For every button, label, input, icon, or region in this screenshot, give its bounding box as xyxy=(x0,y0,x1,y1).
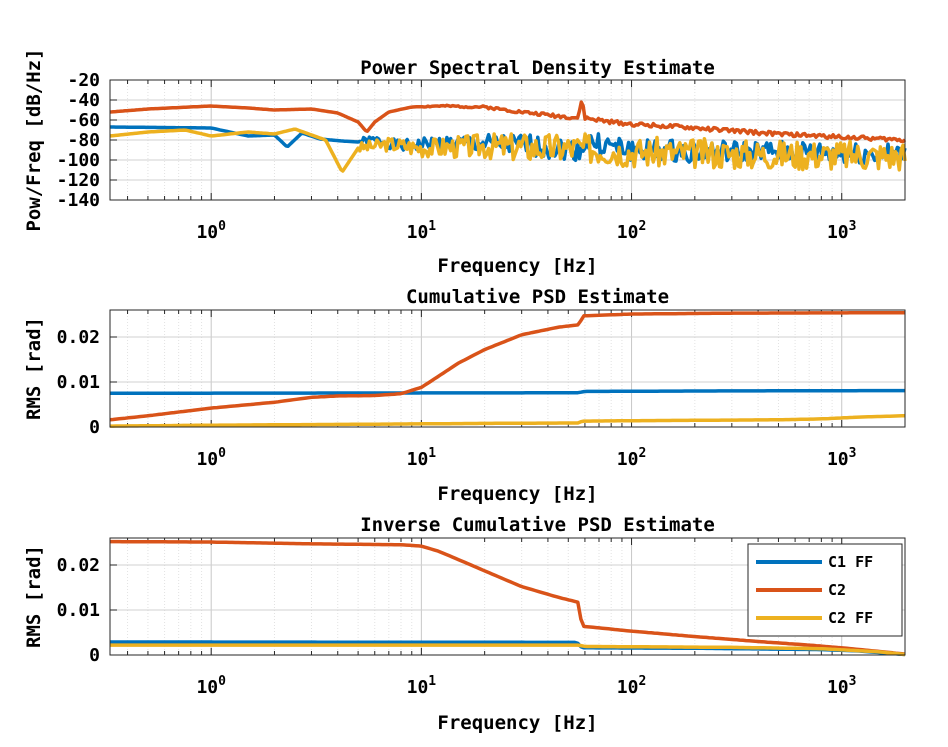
chart-panel-1: -140-120-100-80-60-40-20 100 101 102 103 Powe… xyxy=(23,48,907,277)
series-line-3 xyxy=(110,414,905,428)
chart-panel-3: 0 0.01 0.02 100 101 102 103 Inverse Cumulative … xyxy=(23,514,906,734)
x-tick-label: 102 xyxy=(617,446,647,470)
chart-title: Cumulative PSD Estimate xyxy=(406,286,669,308)
y-tick-label: 0.01 xyxy=(57,600,100,621)
y-tick-label: -20 xyxy=(67,70,100,91)
x-tick-label: 100 xyxy=(196,219,226,243)
legend-label: C2 xyxy=(828,581,846,599)
series-line-2 xyxy=(110,539,906,656)
y-tick-label: 0.02 xyxy=(57,327,100,348)
y-tick-label: -40 xyxy=(67,90,100,111)
axes-frame xyxy=(109,79,906,201)
legend-label: C1 FF xyxy=(828,553,873,571)
chart-panel-2: 0 0.01 0.02 100 101 102 103 Cumulative PSD Esti… xyxy=(23,286,906,505)
legend-label: C2 FF xyxy=(828,609,873,627)
series-line-3 xyxy=(110,643,906,657)
axes-frame xyxy=(109,537,906,656)
series-line-2 xyxy=(109,100,907,144)
y-axis-label: Pow/Freq [dB/Hz] xyxy=(23,48,45,231)
y-tick-label: 0 xyxy=(89,645,100,666)
x-tick-label: 102 xyxy=(617,219,647,243)
chart-title: Power Spectral Density Estimate xyxy=(360,57,715,79)
x-tick-label: 101 xyxy=(407,219,437,243)
x-tick-label: 100 xyxy=(196,446,226,470)
y-tick-label: -80 xyxy=(67,130,100,151)
y-tick-label: -60 xyxy=(67,110,100,131)
legend: C1 FF C2 C2 FF xyxy=(747,543,903,637)
x-tick-label: 102 xyxy=(617,674,647,698)
x-tick-label: 101 xyxy=(407,674,437,698)
x-tick-label: 103 xyxy=(827,446,857,470)
chart-title: Inverse Cumulative PSD Estimate xyxy=(360,514,715,536)
y-tick-label: 0 xyxy=(89,417,100,438)
x-tick-label: 103 xyxy=(827,219,857,243)
y-tick-label: -120 xyxy=(57,170,100,191)
y-tick-label: 0.02 xyxy=(57,555,100,576)
series-line-1 xyxy=(109,388,905,396)
x-tick-label: 100 xyxy=(196,674,226,698)
x-axis-label: Frequency [Hz] xyxy=(437,483,597,505)
y-tick-label: -100 xyxy=(57,150,100,171)
y-tick-label: 0.01 xyxy=(57,372,100,393)
x-axis-label: Frequency [Hz] xyxy=(437,255,597,277)
x-axis-label: Frequency [Hz] xyxy=(437,712,597,734)
plot-area xyxy=(110,310,905,427)
axes-frame xyxy=(109,309,906,428)
series-line-3 xyxy=(109,127,907,173)
y-tick-label: -140 xyxy=(57,190,100,211)
series-line-2 xyxy=(109,310,905,422)
y-axis-label: RMS [rad] xyxy=(23,317,45,420)
y-axis-label: RMS [rad] xyxy=(23,545,45,648)
x-tick-label: 103 xyxy=(827,674,857,698)
x-tick-label: 101 xyxy=(407,446,437,470)
